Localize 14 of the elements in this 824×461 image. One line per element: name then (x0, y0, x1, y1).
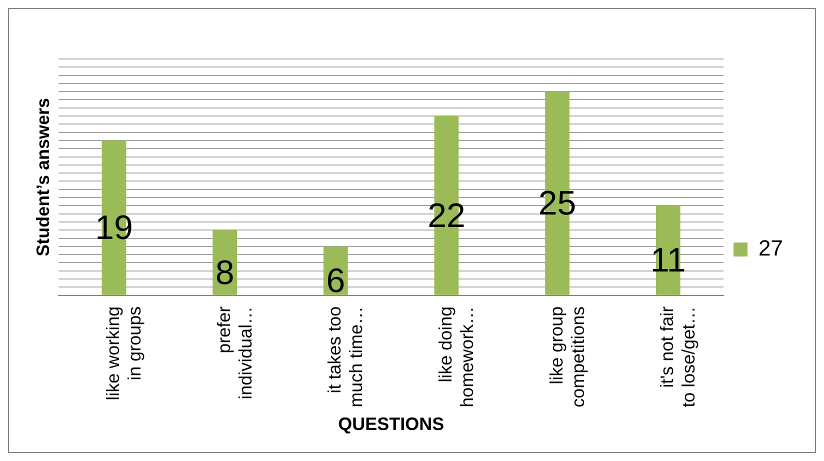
legend-label: 27 (758, 236, 784, 261)
x-tick-label: it's not fair to lose/get… (657, 306, 699, 408)
x-tick-label: it takes too much time… (324, 306, 366, 408)
x-axis-title: QUESTIONS (338, 414, 444, 434)
x-tick-label: like working in groups (102, 306, 145, 400)
data-label: 25 (538, 184, 576, 223)
data-label: 11 (650, 242, 686, 280)
data-label: 22 (428, 196, 466, 235)
x-tick-label: prefer individual… (214, 306, 256, 400)
data-label: 19 (95, 209, 133, 248)
x-tick-label: like doing homework… (435, 306, 478, 408)
data-label: 6 (326, 262, 346, 300)
data-label: 8 (215, 254, 234, 292)
y-axis-title: Student’s answers (32, 98, 53, 256)
